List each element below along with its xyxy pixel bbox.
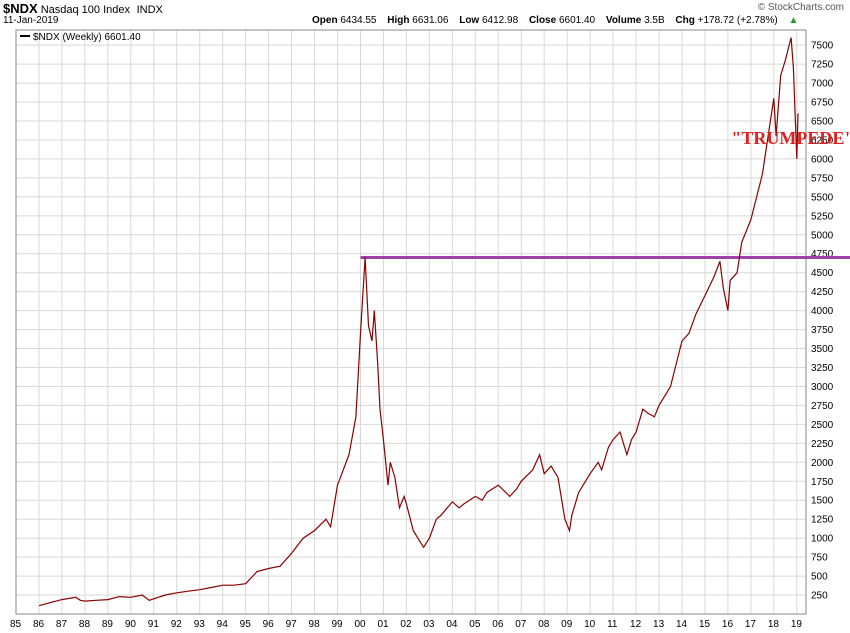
chart-grid — [15, 30, 806, 614]
legend-label: $NDX (Weekly) 6601.40 — [33, 32, 141, 43]
x-tick-label: 11 — [607, 619, 618, 630]
up-arrow-icon: ▲ — [788, 15, 799, 26]
y-tick-label: 6250 — [811, 135, 834, 146]
close-label: Close — [528, 15, 557, 26]
x-tick-label: 88 — [79, 619, 91, 630]
y-tick-label: 4750 — [811, 249, 834, 260]
y-tick-label: 1750 — [811, 477, 834, 488]
x-tick-label: 01 — [377, 619, 389, 630]
chart-symbol: $NDX Nasdaq 100 Index INDX — [3, 1, 163, 16]
y-tick-label: 2500 — [811, 420, 834, 431]
x-tick-label: 06 — [492, 619, 504, 630]
low-value: 6412.98 — [482, 15, 519, 26]
high-label: High — [387, 15, 410, 26]
x-tick-label: 97 — [286, 619, 298, 630]
y-tick-label: 2000 — [811, 458, 834, 469]
x-tick-label: 98 — [309, 619, 321, 630]
y-tick-label: 5750 — [811, 173, 834, 184]
open-value: 6434.55 — [340, 15, 377, 26]
y-tick-label: 7000 — [811, 79, 834, 90]
x-tick-label: 08 — [538, 619, 550, 630]
x-tick-label: 07 — [515, 619, 527, 630]
y-tick-label: 1250 — [811, 515, 834, 526]
x-tick-label: 96 — [263, 619, 275, 630]
volume-value: 3.5B — [644, 15, 665, 26]
volume-label: Volume — [605, 15, 642, 26]
y-tick-label: 7500 — [811, 41, 834, 52]
y-tick-label: 2250 — [811, 439, 834, 450]
y-tick-label: 750 — [811, 553, 828, 564]
x-tick-label: 93 — [194, 619, 206, 630]
index-name: Nasdaq 100 Index — [40, 4, 130, 16]
x-tick-label: 09 — [561, 619, 573, 630]
trumpede-annotation: "TRUMPEDE" — [731, 128, 850, 148]
x-tick-label: 92 — [171, 619, 183, 630]
y-tick-label: 500 — [811, 572, 828, 583]
y-tick-label: 3750 — [811, 325, 834, 336]
x-tick-label: 12 — [630, 619, 642, 630]
x-tick-label: 05 — [469, 619, 481, 630]
chg-label: Chg — [675, 15, 695, 26]
y-tick-label: 6000 — [811, 154, 834, 165]
y-tick-label: 2750 — [811, 401, 834, 412]
x-tick-label: 16 — [722, 619, 734, 630]
x-axis-ticks: 85 86 87 88 89 90 91 92 93 94 95 96 97 98 99 00 01 02 03 04… — [10, 619, 802, 630]
x-tick-label: 02 — [400, 619, 412, 630]
x-tick-label: 13 — [653, 619, 665, 630]
y-tick-label: 6500 — [811, 117, 834, 128]
y-tick-label: 1000 — [811, 534, 834, 545]
x-tick-label: 04 — [446, 619, 458, 630]
y-tick-label: 4500 — [811, 268, 834, 279]
y-tick-label: 5250 — [811, 211, 834, 222]
y-tick-label: 3000 — [811, 382, 834, 393]
x-tick-label: 91 — [148, 619, 160, 630]
symbol-ticker: $NDX — [3, 1, 38, 16]
y-axis-ticks: 250 500 750 1000 1250 1500 1750 2000 2250 2500 275… — [811, 41, 834, 602]
y-tick-label: 6750 — [811, 98, 834, 109]
chart-legend: $NDX (Weekly) 6601.40 — [20, 32, 141, 43]
y-tick-label: 1500 — [811, 496, 834, 507]
x-tick-label: 03 — [423, 619, 435, 630]
x-tick-label: 94 — [217, 619, 229, 630]
x-tick-label: 95 — [240, 619, 252, 630]
y-tick-label: 250 — [811, 591, 828, 602]
x-tick-label: 87 — [56, 619, 68, 630]
open-label: Open — [312, 15, 338, 26]
x-tick-label: 86 — [33, 619, 45, 630]
high-value: 6631.06 — [412, 15, 449, 26]
x-tick-label: 89 — [102, 619, 114, 630]
y-tick-label: 3500 — [811, 344, 834, 355]
x-tick-label: 19 — [791, 619, 803, 630]
x-tick-label: 85 — [10, 619, 22, 630]
plot-frame — [15, 29, 807, 615]
exchange-code: INDX — [136, 4, 163, 16]
price-series-line — [38, 37, 799, 607]
x-tick-label: 15 — [699, 619, 711, 630]
y-tick-label: 5000 — [811, 230, 834, 241]
ohlc-bar: Open 6434.55 High 6631.06 Low 6412.98 Cl… — [312, 15, 802, 26]
x-tick-label: 90 — [125, 619, 137, 630]
x-tick-label: 00 — [354, 619, 366, 630]
x-tick-label: 99 — [332, 619, 344, 630]
stockcharts-brand: © StockCharts.com — [757, 2, 844, 13]
x-tick-label: 17 — [745, 619, 757, 630]
close-value: 6601.40 — [558, 15, 596, 26]
y-tick-label: 7250 — [811, 60, 834, 71]
y-tick-label: 4250 — [811, 287, 834, 298]
low-label: Low — [459, 15, 480, 26]
x-tick-label: 14 — [676, 619, 688, 630]
x-tick-label: 18 — [768, 619, 780, 630]
y-tick-label: 3250 — [811, 363, 834, 374]
x-tick-label: 10 — [584, 619, 596, 630]
chart-date: 11-Jan-2019 — [3, 15, 59, 26]
chg-value: +178.72 (+2.78%) — [697, 15, 778, 26]
y-tick-label: 4000 — [811, 306, 834, 317]
y-tick-label: 5500 — [811, 192, 834, 203]
